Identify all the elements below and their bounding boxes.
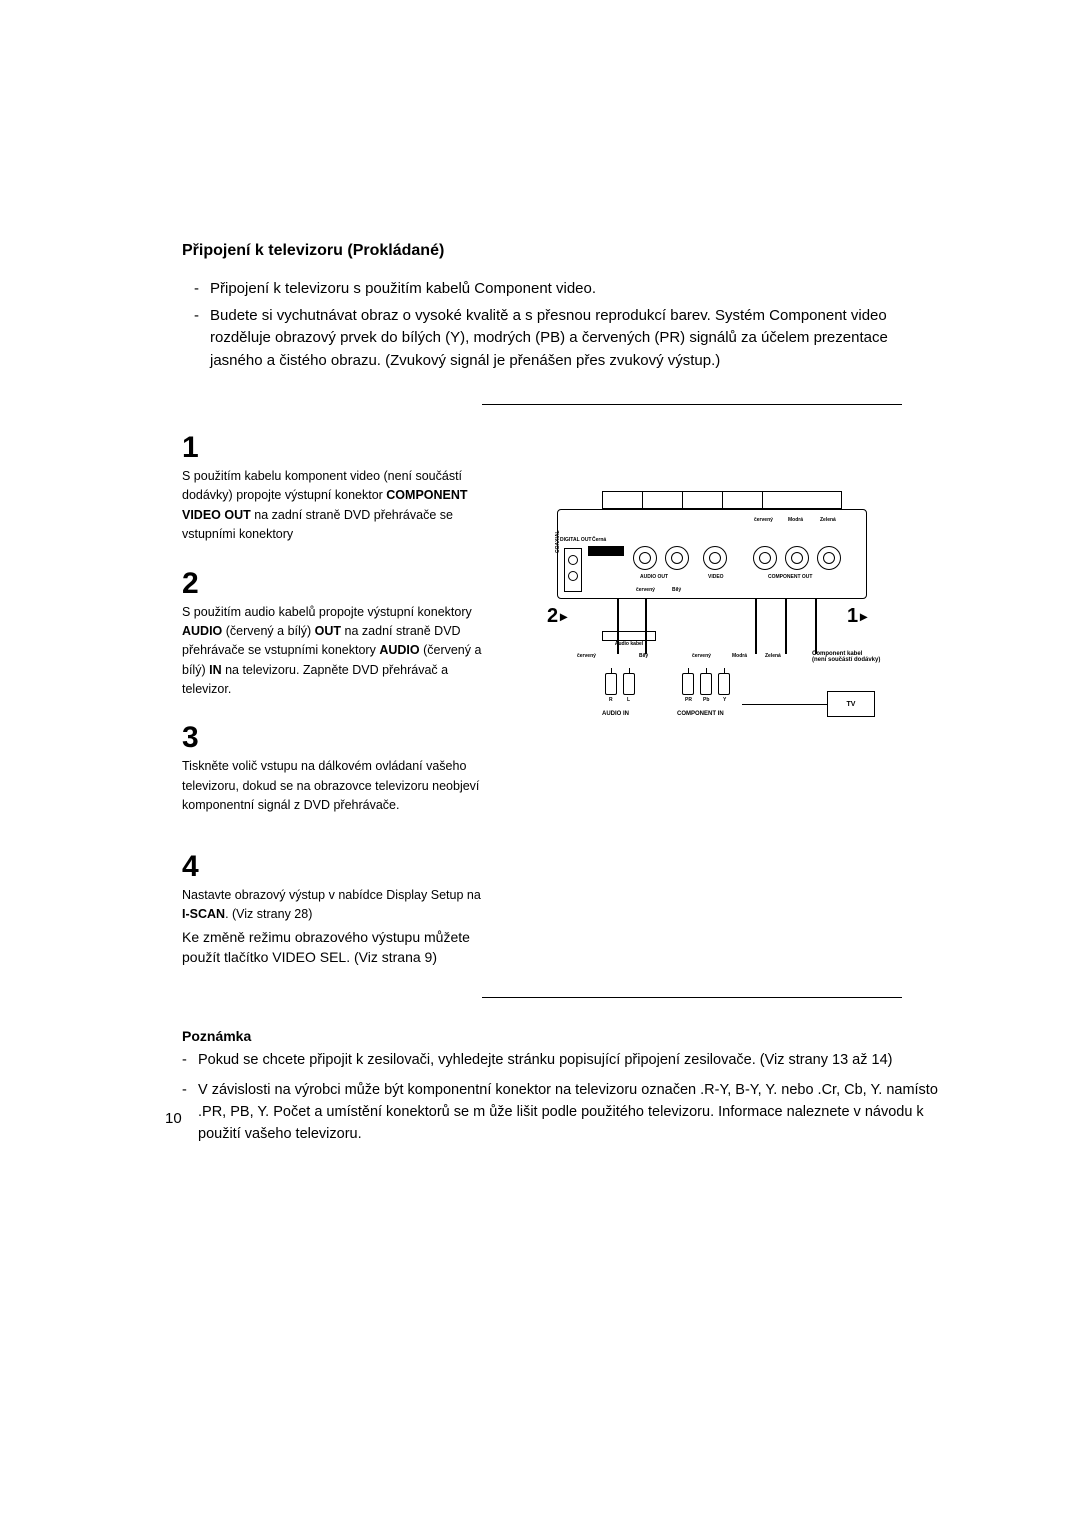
diagram-column: DIGITAL OUT COAXIAL Černá AUDIO OUT <box>512 421 902 967</box>
intro-item: Připojení k televizoru s použitím kabelů… <box>194 278 902 301</box>
jack-icon <box>703 546 727 570</box>
note-item: Pokud se chcete připojit k zesilovači, v… <box>182 1050 942 1072</box>
callout-2: 2▸ <box>547 605 567 628</box>
step-number: 3 <box>182 721 482 755</box>
arrow-icon: ▸ <box>560 608 567 625</box>
plug-icon <box>623 673 635 695</box>
page-number: 10 <box>165 1110 182 1127</box>
plug-row-audio <box>605 673 635 695</box>
cable-line <box>645 599 647 654</box>
tv-box: TV <box>827 691 875 717</box>
black-label <box>588 546 624 556</box>
plug-icon <box>682 673 694 695</box>
jack-icon <box>633 546 657 570</box>
component-cable-label: Component kabel (není součástí dodávky) <box>812 651 902 663</box>
jack-icon <box>753 546 777 570</box>
device-back-panel: DIGITAL OUT COAXIAL Černá AUDIO OUT <box>547 491 877 606</box>
plug-icon <box>605 673 617 695</box>
step-body: S použitím kabelu komponent video (není … <box>182 467 482 545</box>
divider-top <box>482 404 902 405</box>
step-body: Nastavte obrazový výstup v nabídce Displ… <box>182 886 482 925</box>
intro-list: Připojení k televizoru s použitím kabelů… <box>194 278 902 372</box>
jack-icon <box>817 546 841 570</box>
arrow-icon: ▸ <box>860 608 867 625</box>
jack-icon <box>785 546 809 570</box>
top-strip <box>602 491 842 509</box>
audio-out-jacks <box>633 546 689 570</box>
divider-bottom <box>482 997 902 998</box>
cable-line <box>617 599 619 654</box>
plug-icon <box>700 673 712 695</box>
line-to-tv <box>742 704 827 705</box>
step-number: 4 <box>182 850 482 884</box>
step-body: Tiskněte volič vstupu na dálkovém ovláda… <box>182 757 482 815</box>
steps-column: 1 S použitím kabelu komponent video (nen… <box>182 421 482 967</box>
intro-item: Budete si vychutnávat obraz o vysoké kva… <box>194 305 902 373</box>
cable-line <box>815 599 817 654</box>
note-title: Poznámka <box>182 1028 902 1044</box>
connection-diagram: DIGITAL OUT COAXIAL Černá AUDIO OUT <box>517 491 907 751</box>
plug-icon <box>718 673 730 695</box>
step-number: 2 <box>182 567 482 601</box>
step-extra: Ke změně režimu obrazového výstupu můžet… <box>182 928 482 967</box>
video-jack <box>703 546 727 570</box>
two-column-layout: 1 S použitím kabelu komponent video (nen… <box>182 421 902 967</box>
plug-row-component <box>682 673 730 695</box>
note-list: Pokud se chcete připojit k zesilovači, v… <box>182 1050 942 1145</box>
jack-icon <box>665 546 689 570</box>
page-content: Připojení k televizoru (Prokládané) Přip… <box>182 242 902 1153</box>
audio-cable-label: Audio kabel <box>602 631 656 641</box>
step-number: 1 <box>182 431 482 465</box>
component-out-jacks <box>753 546 841 570</box>
cable-line <box>755 599 757 654</box>
section-title: Připojení k televizoru (Prokládané) <box>182 242 902 260</box>
note-item: V závislosti na výrobci může být kompone… <box>182 1080 942 1145</box>
callout-1: 1▸ <box>847 605 867 628</box>
step-body: S použitím audio kabelů propojte výstupn… <box>182 603 482 700</box>
panel-outline: DIGITAL OUT COAXIAL Černá AUDIO OUT <box>557 509 867 599</box>
coaxial-block <box>564 548 582 592</box>
cable-line <box>785 599 787 654</box>
